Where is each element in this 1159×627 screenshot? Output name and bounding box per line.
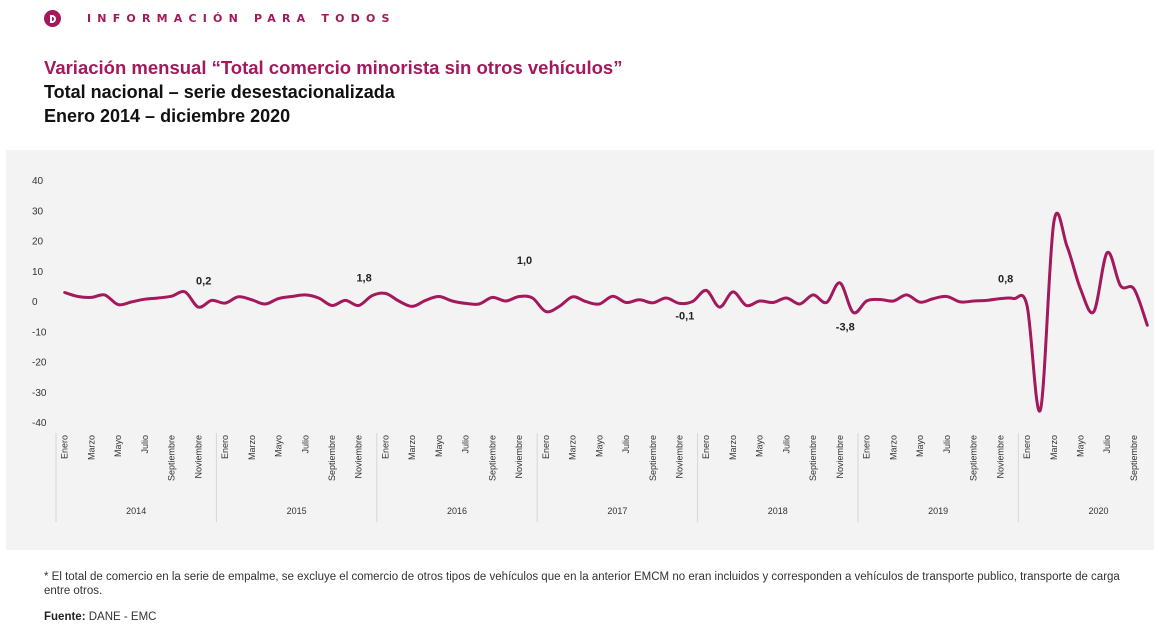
y-tick-label: 10 — [32, 267, 44, 278]
chart-subtitle-period: Enero 2014 – diciembre 2020 — [44, 106, 291, 126]
x-tick-label: Septiembre — [808, 435, 818, 481]
source-label: Fuente: — [44, 611, 86, 623]
brand-text: INFORMACIÓN PARA TODOS — [87, 12, 396, 25]
year-label: 2016 — [447, 506, 467, 516]
y-tick-label: -30 — [32, 388, 47, 399]
year-label: 2020 — [1088, 506, 1108, 516]
x-tick-label: Septiembre — [1129, 435, 1139, 481]
chart-title: Variación mensual “Total comercio minori… — [44, 57, 623, 78]
title-block: Variación mensual “Total comercio minori… — [44, 56, 622, 128]
y-tick-label: -10 — [32, 327, 47, 338]
x-tick-label: Enero — [1022, 435, 1032, 459]
x-tick-label: Noviembre — [193, 435, 203, 479]
x-tick-label: Mayo — [113, 435, 123, 457]
x-tick-label: Julio — [1102, 435, 1112, 454]
x-tick-label: Marzo — [568, 435, 578, 460]
data-label: -3,8 — [836, 321, 855, 333]
x-tick-label: Septiembre — [167, 435, 177, 481]
x-tick-label: Mayo — [1076, 435, 1086, 457]
x-tick-label: Mayo — [755, 435, 765, 457]
x-tick-label: Noviembre — [354, 435, 364, 479]
x-tick-label: Julio — [942, 435, 952, 454]
y-tick-label: 0 — [32, 297, 38, 308]
source-value: DANE - EMC — [88, 611, 157, 623]
chart-panel: 40 30 20 10 0 -10 -20 -30 -40 0,2 1,8 1,0 -0,1 -3,8 0,… — [6, 150, 1154, 550]
x-tick-label: Mayo — [274, 435, 284, 457]
y-tick-label: 20 — [32, 237, 44, 248]
y-tick-label: -40 — [32, 418, 47, 429]
x-tick-label: Marzo — [888, 435, 898, 460]
chart-subtitle-series: Total nacional – serie desestacionalizad… — [44, 82, 395, 102]
x-tick-label: Septiembre — [648, 435, 658, 481]
x-tick-label: Marzo — [1049, 435, 1059, 460]
source-line: Fuente: DANE - EMC — [44, 611, 156, 623]
y-tick-label: -20 — [32, 358, 47, 369]
x-tick-label: Julio — [621, 435, 631, 454]
x-tick-label: Enero — [541, 435, 551, 459]
x-tick-label: Noviembre — [514, 435, 524, 479]
data-label: 0,8 — [998, 274, 1013, 286]
data-label: 1,0 — [517, 255, 532, 267]
x-tick-label: Enero — [701, 435, 711, 459]
y-tick-label: 30 — [32, 206, 44, 217]
x-tick-label: Septiembre — [487, 435, 497, 481]
x-tick-label: Enero — [862, 435, 872, 459]
x-tick-label: Julio — [140, 435, 150, 454]
x-tick-label: Mayo — [915, 435, 925, 457]
year-label: 2015 — [287, 506, 307, 516]
dane-logo-icon — [44, 10, 61, 27]
x-tick-label: Julio — [461, 435, 471, 454]
x-tick-label: Julio — [781, 435, 791, 454]
year-label: 2014 — [126, 506, 146, 516]
x-tick-label: Marzo — [407, 435, 417, 460]
data-label: 1,8 — [356, 273, 371, 285]
brand-bar: INFORMACIÓN PARA TODOS — [44, 10, 396, 27]
y-tick-label: 40 — [32, 176, 44, 187]
series-line — [63, 211, 1149, 413]
x-tick-label: Enero — [60, 435, 70, 459]
x-tick-label: Marzo — [86, 435, 96, 460]
x-tick-label: Noviembre — [995, 435, 1005, 479]
x-tick-label: Noviembre — [675, 435, 685, 479]
x-tick-label: Mayo — [434, 435, 444, 457]
x-tick-label: Noviembre — [835, 435, 845, 479]
x-tick-label: Marzo — [728, 435, 738, 460]
x-tick-label: Julio — [300, 435, 310, 454]
x-tick-label: Mayo — [594, 435, 604, 457]
x-tick-label: Enero — [220, 435, 230, 459]
footnote: * El total de comercio en la serie de em… — [44, 571, 1120, 597]
x-tick-label: Septiembre — [327, 435, 337, 481]
x-tick-label: Septiembre — [969, 435, 979, 481]
x-tick-label: Enero — [381, 435, 391, 459]
year-label: 2019 — [928, 506, 948, 516]
line-chart: 40 30 20 10 0 -10 -20 -30 -40 0,2 1,8 1,0 -0,1 -3,8 0,… — [32, 176, 1149, 522]
data-label: 0,2 — [196, 275, 211, 287]
data-label: -0,1 — [675, 310, 694, 322]
x-tick-label: Marzo — [247, 435, 257, 460]
year-label: 2018 — [768, 506, 788, 516]
year-label: 2017 — [607, 506, 627, 516]
